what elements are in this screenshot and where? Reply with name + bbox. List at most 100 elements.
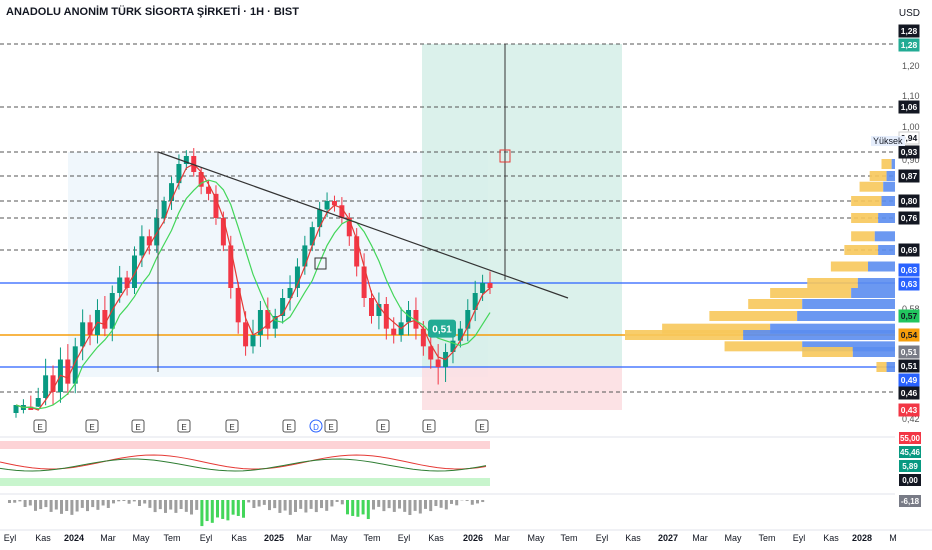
volume-profile-sell-bar — [883, 181, 895, 192]
time-axis-tick-label: Eyl — [398, 533, 411, 543]
histogram-bar — [314, 500, 318, 513]
candle-body — [220, 218, 226, 246]
osc-tag-text: -6,18 — [901, 497, 920, 506]
histogram-bar — [262, 500, 266, 505]
event-marker — [324, 419, 338, 433]
histogram-bar — [153, 500, 157, 513]
time-axis-tick-label: May — [330, 533, 348, 543]
volume-profile-sell-bar — [797, 311, 895, 321]
histogram-bar — [54, 500, 58, 510]
candle-body — [361, 266, 367, 298]
time-axis-tick-label: May — [132, 533, 150, 543]
time-axis-tick-label: Mar — [296, 533, 312, 543]
price-tag-box — [898, 277, 920, 291]
target-measure-marker — [499, 149, 511, 163]
histogram-bar — [210, 500, 214, 523]
price-tag-box — [898, 243, 920, 257]
histogram-bar — [481, 500, 485, 503]
histogram-bar — [392, 500, 396, 512]
histogram-bar — [335, 500, 339, 502]
time-axis-tick-label: May — [724, 533, 742, 543]
volume-profile-sell-bar — [878, 245, 895, 255]
candle-body — [146, 236, 152, 246]
candle-body — [309, 227, 315, 246]
histogram-bar — [65, 500, 69, 511]
histogram-bar — [273, 500, 277, 509]
candle-body — [72, 346, 78, 384]
histogram-bar — [23, 500, 27, 507]
histogram-bar — [13, 500, 17, 503]
time-axis-tick-label: Tem — [758, 533, 775, 543]
event-marker-label: E — [37, 423, 42, 432]
time-axis-tick-label: Kas — [823, 533, 839, 543]
histogram-bar — [346, 500, 349, 515]
histogram-bar — [325, 500, 329, 511]
price-tag-box — [898, 38, 920, 52]
histogram-bar — [80, 500, 84, 508]
event-marker — [376, 419, 390, 433]
histogram-bar — [294, 500, 297, 512]
price-callout-box — [428, 319, 456, 338]
candle-body — [317, 209, 323, 228]
volume-profile-buy-bar — [830, 261, 868, 272]
event-marker — [85, 419, 99, 433]
price-callout-text: 0,51 — [432, 325, 452, 336]
volume-profile — [625, 159, 895, 372]
histogram-bar — [96, 500, 100, 510]
volume-profile-buy-bar — [844, 245, 879, 255]
histogram-bar — [158, 500, 162, 510]
candle-body — [50, 375, 56, 392]
histogram-bar — [455, 500, 459, 506]
histogram-bar — [247, 500, 251, 503]
histogram-bar — [257, 500, 261, 507]
candle-body — [124, 277, 130, 288]
histogram-bar — [106, 500, 110, 508]
time-axis-tick-label: Mar — [692, 533, 708, 543]
event-marker — [177, 419, 191, 433]
histogram-bar — [60, 500, 63, 514]
volume-profile-sell-bar — [891, 159, 895, 169]
candle-body — [413, 310, 419, 329]
currency-label[interactable]: USD — [898, 8, 920, 19]
price-scale-tick-label: 1,00 — [902, 122, 920, 132]
histogram-bar — [356, 500, 360, 517]
volume-profile-sell-bar — [802, 341, 895, 352]
candle-body — [287, 288, 293, 298]
histogram-bar — [330, 500, 334, 507]
price-tag-box — [898, 359, 920, 373]
price-tag-text: 0,69 — [901, 245, 918, 255]
volume-profile-sell-bar — [857, 278, 895, 288]
osc-tag-box — [899, 460, 921, 472]
event-marker-label: D — [313, 423, 319, 432]
histogram-bar — [361, 500, 365, 515]
candle-body — [324, 201, 330, 210]
volume-profile-buy-bar — [709, 311, 798, 321]
histogram-bar — [278, 500, 282, 513]
histogram-bar — [184, 500, 188, 512]
candle-body — [161, 201, 167, 218]
volume-profile-buy-bar — [859, 181, 884, 192]
candle-body — [465, 310, 471, 329]
histogram-bar — [86, 500, 89, 512]
osc-tag-box — [899, 432, 921, 444]
price-tag-box — [898, 309, 920, 323]
price-tag-text: 0,76 — [901, 213, 918, 223]
histogram-bar — [44, 500, 48, 508]
histogram-bar — [320, 500, 323, 509]
target-zone — [422, 44, 622, 367]
histogram-bar — [164, 500, 167, 513]
histogram-bar — [340, 500, 344, 505]
candle-body — [102, 310, 108, 329]
volume-profile-sell-bar — [886, 171, 895, 181]
candle-body — [183, 156, 189, 164]
volume-profile-buy-bar — [869, 171, 887, 181]
volume-profile-sell-bar — [874, 231, 895, 242]
histogram-bar — [112, 500, 115, 504]
histogram-bar — [403, 500, 407, 512]
histogram-bar — [39, 500, 43, 510]
price-tag-text: 1,06 — [901, 102, 918, 112]
candle-body — [235, 288, 241, 323]
histogram-bar — [439, 500, 443, 508]
histogram-bar — [190, 500, 193, 515]
